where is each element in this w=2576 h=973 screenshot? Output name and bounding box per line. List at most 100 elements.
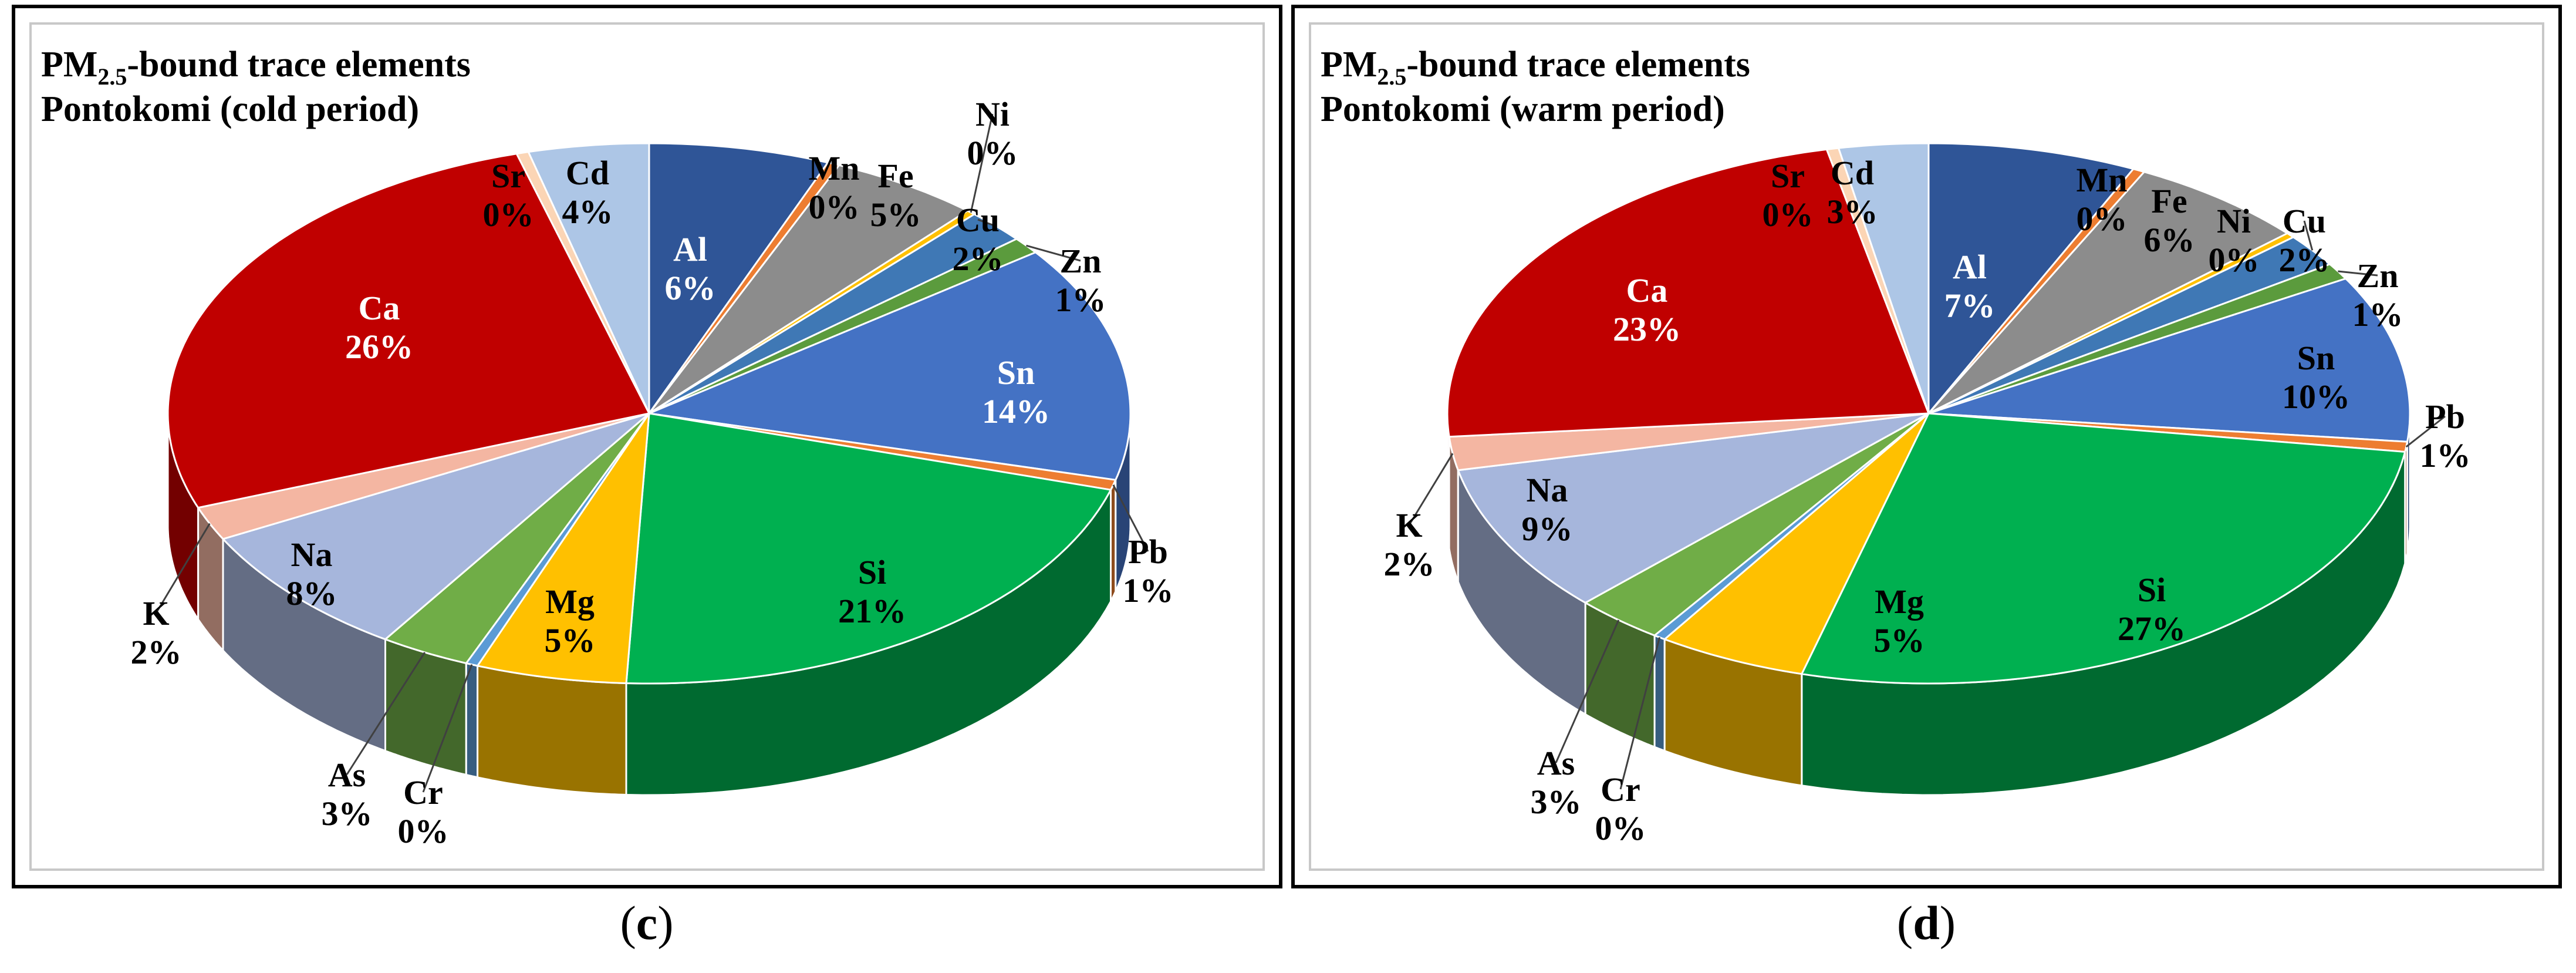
title-rest-c: -bound trace elements <box>127 45 471 85</box>
slice-percent-al: 7% <box>1944 287 1996 325</box>
chart-panel-d: PM2.5-bound trace elements Pontokomi (wa… <box>1291 5 2562 888</box>
leader-line-cu <box>2303 220 2314 251</box>
slice-label-sr: Sr <box>1771 157 1805 195</box>
slice-percent-sr: 0% <box>483 196 534 234</box>
slice-percent-ca: 26% <box>345 328 413 366</box>
slice-label-fe: Fe <box>2151 182 2187 220</box>
pie-slice-fe <box>648 164 968 415</box>
slice-percent-na: 8% <box>286 574 337 612</box>
slice-percent-cu: 2% <box>2279 241 2330 279</box>
slice-label-as: As <box>328 756 366 794</box>
slice-label-na: Na <box>291 536 333 574</box>
slice-label-sn: Sn <box>997 353 1035 392</box>
chart-title-d: PM2.5-bound trace elements Pontokomi (wa… <box>1321 42 1750 132</box>
chart-title-line2-c: Pontokomi (cold period) <box>41 89 420 129</box>
slice-percent-as: 3% <box>322 794 373 833</box>
pie-slice-ca <box>167 153 650 509</box>
pie-slice-k <box>1448 412 1930 472</box>
slice-label-cd: Cd <box>1831 154 1874 192</box>
slice-label-mn: Mn <box>2077 161 2128 199</box>
leader-line-cr <box>1619 637 1661 790</box>
pie-slice-ca <box>1446 148 1930 438</box>
slice-label-na: Na <box>1527 471 1568 509</box>
leader-line-pb <box>2405 415 2446 448</box>
pie-side-group <box>1446 413 2411 796</box>
leader-line-k <box>1408 453 1454 526</box>
slice-label-si: Si <box>858 553 886 591</box>
slice-label-ni: Ni <box>975 95 1010 133</box>
slice-percent-cd: 4% <box>562 193 613 231</box>
slice-label-al: Al <box>673 230 707 268</box>
pie-chart-d: Al7%Mn0% Fe6% Ni0%Cu2% Zn1%Sn10%Pb1%Si27%Mg… <box>1384 142 2471 847</box>
slice-label-ni: Ni <box>2217 202 2251 240</box>
pie-slice-sn <box>1927 277 2411 443</box>
pie-side-cr <box>465 662 479 779</box>
slice-percent-k: 2% <box>131 633 182 671</box>
leader-line-as <box>1555 620 1620 763</box>
pie-slice-cd <box>527 142 650 415</box>
title-subscript-d: 2.5 <box>1377 63 1407 90</box>
title-subscript-c: 2.5 <box>97 63 127 90</box>
slice-percent-ni: 0% <box>2209 241 2260 279</box>
caption-letter-d: d <box>1913 896 1940 950</box>
slice-percent-pb: 1% <box>1123 571 1174 610</box>
slice-percent-si: 27% <box>2118 610 2186 648</box>
chart-title-line1-d: PM2.5-bound trace elements <box>1321 42 1750 90</box>
leader-line-zn <box>2338 270 2378 277</box>
leader-line-pb <box>1112 484 1149 552</box>
slice-label-k: K <box>1396 506 1422 544</box>
leader-line-cu <box>977 218 997 227</box>
slice-label-cd: Cd <box>566 154 609 192</box>
pie-label-group: Al6%Mn0%Fe5%Ni0%Cu2% Zn1%Sn14%Pb1%Si21%Mg… <box>131 95 1174 850</box>
chart-title-c: PM2.5-bound trace elements Pontokomi (co… <box>41 42 471 132</box>
slice-label-si: Si <box>2138 571 2166 609</box>
leader-line-ni <box>970 113 994 213</box>
slice-label-as: As <box>1537 744 1575 782</box>
slice-percent-zn: 1% <box>2352 295 2403 334</box>
slice-label-sr: Sr <box>491 157 525 195</box>
pie-chart-c: Al6%Mn0%Fe5%Ni0%Cu2% Zn1%Sn14%Pb1%Si21%Mg… <box>131 95 1174 850</box>
leader-line-k <box>155 523 211 614</box>
slice-percent-na: 9% <box>1522 510 1573 548</box>
pie-slice-mg <box>477 412 650 684</box>
slice-percent-as: 3% <box>1531 783 1582 821</box>
chart-panel-c: PM2.5-bound trace elements Pontokomi (co… <box>12 5 1282 888</box>
slice-label-cu: Cu <box>956 201 1000 239</box>
slice-label-zn: Zn <box>1060 242 1102 280</box>
pie-slice-fe <box>1927 171 2288 415</box>
slice-percent-fe: 5% <box>870 196 921 234</box>
slice-percent-pb: 1% <box>2420 436 2471 474</box>
title-main-c: PM <box>41 45 98 85</box>
slice-percent-sn: 14% <box>982 392 1050 430</box>
slice-percent-fe: 6% <box>2144 221 2195 259</box>
pie-side-mg <box>477 664 627 796</box>
slice-label-sn: Sn <box>2297 339 2335 377</box>
pie-slice-na <box>222 412 650 641</box>
slice-percent-ni: 0% <box>967 134 1018 172</box>
caption-letter-c: c <box>636 896 658 950</box>
leader-line-zn <box>1026 244 1081 262</box>
slice-label-pb: Pb <box>1128 533 1168 571</box>
pie-slice-al <box>648 142 829 415</box>
slice-percent-cr: 0% <box>398 812 449 850</box>
slice-label-k: K <box>143 594 169 632</box>
slice-percent-k: 2% <box>1384 545 1435 583</box>
slice-percent-si: 21% <box>838 592 906 630</box>
slice-label-mg: Mg <box>1875 583 1924 621</box>
pie-top-group <box>167 142 1132 685</box>
slice-percent-cu: 2% <box>953 240 1004 278</box>
title-rest-d: -bound trace elements <box>1406 45 1750 85</box>
slice-label-cu: Cu <box>2283 202 2326 240</box>
pie-label-group: Al7%Mn0% Fe6% Ni0%Cu2% Zn1%Sn10%Pb1%Si27%Mg… <box>1384 154 2471 847</box>
slice-label-cr: Cr <box>403 773 443 812</box>
slice-label-mn: Mn <box>809 149 860 187</box>
pie-slice-al <box>1927 142 2135 415</box>
slice-percent-ca: 23% <box>1613 310 1681 348</box>
leader-line-as <box>346 652 426 775</box>
slice-label-zn: Zn <box>2357 257 2399 295</box>
chart-title-line1-c: PM2.5-bound trace elements <box>41 42 471 90</box>
leader-line-cr <box>422 664 473 793</box>
slice-percent-zn: 1% <box>1055 281 1106 319</box>
pie-slice-na <box>1457 412 1930 604</box>
slice-percent-sn: 10% <box>2282 378 2350 416</box>
